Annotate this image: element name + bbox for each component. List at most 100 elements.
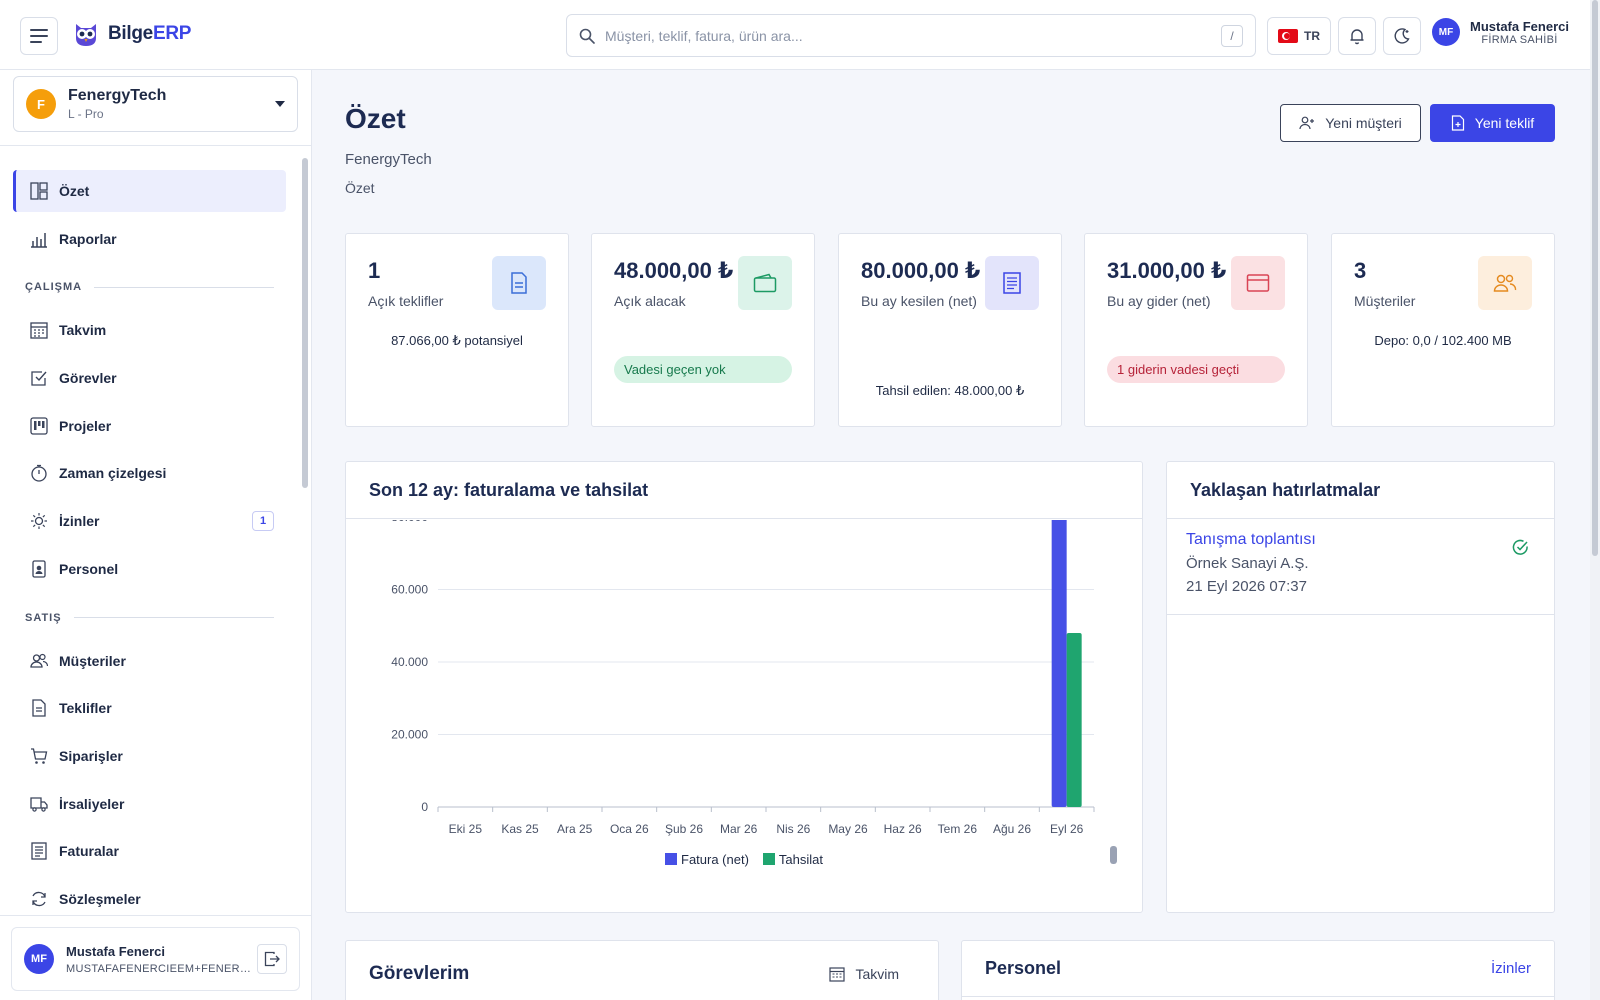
check-circle-icon[interactable] [1512,539,1529,556]
card-icon [1246,274,1270,292]
app-logo[interactable]: BilgeERP [72,20,191,48]
sidebar-item-faturalar[interactable]: Faturalar [13,830,286,872]
language-code: TR [1304,29,1320,43]
stat-note: Depo: 0,0 / 102.400 MB [1374,333,1512,348]
leaves-link[interactable]: İzinler [1490,960,1531,977]
sidebar-divider [0,145,311,146]
sidebar-footer-divider [0,915,311,916]
add-user-icon [1299,116,1315,130]
search-icon [579,28,595,44]
sidebar-nav: Özet Raporlar ÇALIŞMA Takvim Görevler Pr… [13,170,286,926]
reminder-title[interactable]: Tanışma toplantısı [1186,531,1316,548]
logout-button[interactable] [257,944,287,974]
global-search[interactable]: Müşteri, teklif, fatura, ürün ara... / [566,14,1256,57]
new-quote-button[interactable]: Yeni teklif [1430,104,1555,142]
stat-icon-box [738,256,792,310]
company-plan: L - Pro [68,107,104,121]
stat-card-invoiced-this-month[interactable]: 80.000,00 ₺ Bu ay kesilen (net) Tahsil e… [838,233,1062,427]
reminders-title: Yaklaşan hatırlatmalar [1167,462,1554,519]
my-tasks-title: Görevlerim [369,963,470,984]
task-check-icon [31,371,47,386]
wallet-icon [753,273,777,293]
sidebar-item-siparisler[interactable]: Siparişler [13,735,286,777]
sidebar-item-ozet[interactable]: Özet [13,170,286,212]
bar-invoice-11 [1051,520,1067,807]
user-menu[interactable]: MF Mustafa Fenerci FİRMA SAHİBİ [1432,18,1569,46]
calendar-link[interactable]: Takvim [829,966,899,982]
owl-logo-icon [76,24,96,46]
stat-icon-box [1478,256,1532,310]
chart-scroll-handle[interactable] [1110,846,1117,864]
legend-item-invoice[interactable]: Fatura (net) [665,852,749,867]
calendar-icon [30,322,48,340]
my-tasks-card: Görevlerim Takvim [345,940,939,1000]
dashboard-icon [30,182,48,200]
stat-card-open-quotes[interactable]: 1 Açık teklifler 87.066,00 ₺ potansiyel [345,233,569,427]
y-tick-label: 60.000 [391,583,428,597]
language-switcher[interactable]: TR [1267,17,1331,55]
sidebar-item-label: Zaman çizelgesi [59,465,167,482]
sidebar-item-zaman-cizelgesi[interactable]: Zaman çizelgesi [13,452,286,494]
bar-chart-icon [31,232,47,248]
company-switcher[interactable]: F FenergyTech L - Pro [13,76,298,132]
sidebar-item-personel[interactable]: Personel [13,548,286,590]
theme-toggle-button[interactable] [1383,17,1421,55]
x-tick-label: Ara 25 [557,822,593,836]
hamburger-icon [30,29,48,43]
sidebar-section-satis: SATIŞ [13,596,286,640]
sidebar: F FenergyTech L - Pro Özet Raporlar ÇALI… [0,70,312,1000]
sidebar-item-projeler[interactable]: Projeler [13,405,286,447]
document-icon [32,699,46,717]
x-tick-label: Ağu 26 [993,822,1031,836]
search-input[interactable]: Müşteri, teklif, fatura, ürün ara... [605,27,803,44]
sidebar-item-teklifler[interactable]: Teklifler [13,687,286,729]
menu-toggle-button[interactable] [20,17,58,55]
billing-collection-chart-card: Son 12 ay: faturalama ve tahsilat 0 20.00… [345,461,1143,913]
stat-card-expenses-this-month[interactable]: 31.000,00 ₺ Bu ay gider (net) 1 giderin … [1084,233,1308,427]
y-tick-label: 20.000 [391,728,428,742]
stat-card-customers[interactable]: 3 Müşteriler Depo: 0,0 / 102.400 MB [1331,233,1555,427]
sidebar-item-takvim[interactable]: Takvim [13,309,286,351]
company-avatar: F [26,89,56,119]
stat-note: 87.066,00 ₺ potansiyel [391,333,523,348]
sidebar-item-label: İrsaliyeler [59,795,125,812]
sidebar-item-musteriler[interactable]: Müşteriler [13,640,286,682]
sidebar-item-irsaliyeler[interactable]: İrsaliyeler [13,783,286,825]
sidebar-scrollbar[interactable] [302,158,308,488]
sidebar-item-sozlesmeler[interactable]: Sözleşmeler [13,878,286,920]
sidebar-item-label: Siparişler [59,747,123,764]
reminder-item[interactable]: Tanışma toplantısı Örnek Sanayi A.Ş. 21 … [1167,519,1554,615]
sidebar-item-label: Teklifler [59,700,112,717]
legend-item-collection[interactable]: Tahsilat [762,852,823,867]
x-tick-label: Nis 26 [776,822,810,836]
reminder-date: 21 Eyl 2026 07:37 [1186,578,1307,595]
staff-title: Personel [985,958,1062,978]
page-scrollbar-thumb[interactable] [1592,0,1598,556]
add-document-icon [1451,115,1464,131]
sidebar-item-izinler[interactable]: İzinler 1 [13,500,286,542]
page-scrollbar[interactable] [1590,0,1600,1000]
refresh-icon [32,891,46,907]
notifications-button[interactable] [1338,17,1376,55]
y-tick-label: 40.000 [391,655,428,669]
stat-label: Bu ay gider (net) [1107,293,1211,309]
user-avatar: MF [1432,18,1460,46]
top-bar: BilgeERP Müşteri, teklif, fatura, ürün a… [0,0,1590,70]
stat-icon-box [985,256,1039,310]
stat-label: Açık teklifler [368,293,444,309]
users-icon [30,653,48,668]
kanban-icon [30,417,48,435]
stat-label: Müşteriler [1354,293,1416,309]
sidebar-item-raporlar[interactable]: Raporlar [13,218,286,260]
new-customer-button[interactable]: Yeni müşteri [1280,104,1421,142]
sidebar-item-gorevler[interactable]: Görevler [13,357,286,399]
user-name: Mustafa Fenerci [1470,18,1569,34]
sidebar-user-name: Mustafa Fenerci [66,943,165,959]
stat-card-open-receivables[interactable]: 48.000,00 ₺ Açık alacak Vadesi geçen yok [591,233,815,427]
sidebar-item-label: Projeler [59,417,112,434]
page-subtitle: FenergyTech [345,151,432,168]
x-tick-label: Tem 26 [938,822,978,836]
sidebar-item-label: Personel [59,560,119,577]
bell-icon [1350,29,1364,45]
users-icon [1493,274,1517,292]
